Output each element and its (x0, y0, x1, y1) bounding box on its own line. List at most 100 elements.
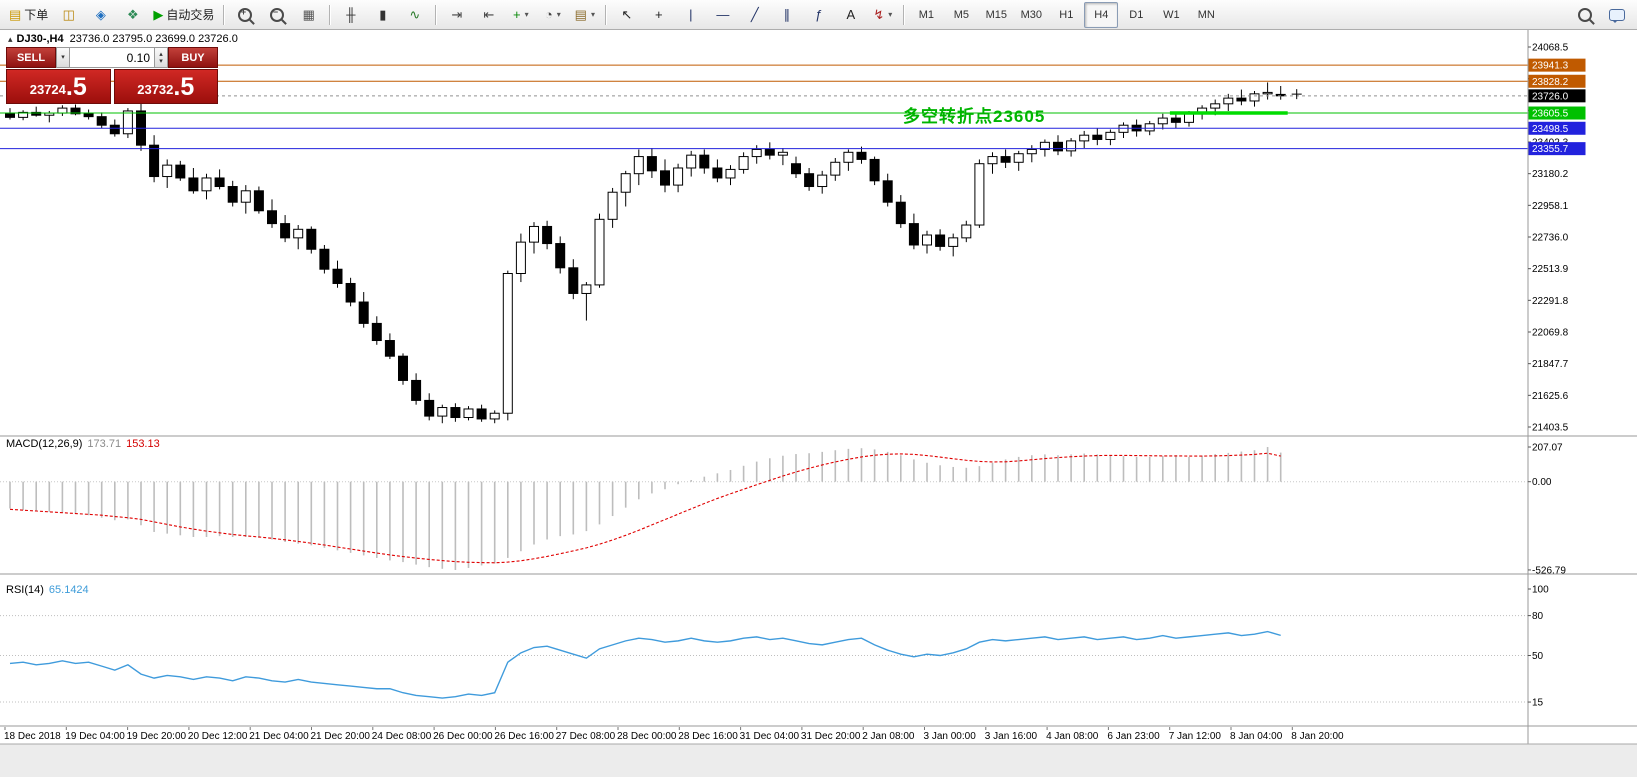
volume-dropdown-button[interactable]: ▾ (56, 47, 70, 68)
horizontal-line-button[interactable]: — (707, 2, 738, 28)
candle (1053, 135, 1063, 156)
community-chat-button[interactable] (1601, 2, 1632, 28)
indicators-button[interactable]: + ▾ (505, 2, 536, 28)
crosshair-button[interactable]: + (643, 2, 674, 28)
price-badge-label: 23941.3 (1532, 61, 1569, 72)
candle-body (463, 408, 474, 419)
time-tick-label: 21 Dec 20:00 (311, 731, 371, 742)
candle (1249, 90, 1260, 107)
market-watch-button[interactable]: ◈ (85, 2, 116, 28)
new-order-button-label: 下单 (24, 8, 49, 22)
candle-body (699, 154, 710, 169)
rsi-line (9, 630, 1281, 699)
line-chart-button[interactable]: ∿ (399, 2, 430, 28)
candle (568, 259, 579, 300)
text-button[interactable]: A (835, 2, 866, 28)
rsi-plot-area[interactable] (0, 574, 1528, 726)
candle-body (1144, 123, 1155, 132)
cursor-button[interactable]: ↖ (611, 2, 642, 28)
candle (791, 156, 801, 178)
macd-histogram (9, 447, 1282, 570)
candle-body (777, 151, 788, 156)
candle-body (1210, 103, 1221, 109)
macd-plot-area[interactable] (0, 436, 1528, 574)
candle-body (673, 167, 684, 186)
timeframe-m15[interactable]: M15 (985, 8, 1008, 21)
candle-body (267, 210, 277, 225)
candle (424, 393, 435, 421)
rsi-axis-label: 50 (1532, 651, 1544, 662)
auto-scroll-button[interactable]: ⇥ (441, 2, 472, 28)
candle (345, 277, 356, 307)
candle (974, 159, 985, 228)
candle (686, 150, 697, 177)
candle-body (1053, 141, 1063, 152)
timeframe-h1[interactable]: H1 (1059, 8, 1074, 21)
candle (935, 229, 946, 251)
templates-button[interactable]: ▤ ▾ (569, 2, 600, 28)
candle-body (371, 322, 382, 342)
volume-decrease-button[interactable]: ▾ (159, 57, 163, 65)
fibonacci-button[interactable]: ƒ (803, 2, 834, 28)
channel-button[interactable]: ∥ (771, 2, 802, 28)
tile-windows-button[interactable]: ▦ (293, 2, 324, 28)
candle-body (594, 218, 605, 286)
autotrading-button[interactable]: ▶ 自动交易 (149, 2, 218, 28)
volume-input[interactable]: 0.10 (70, 47, 154, 68)
timeframe-d1[interactable]: D1 (1129, 8, 1144, 21)
price-badge-label: 23498.5 (1532, 124, 1569, 135)
price-badge (1528, 142, 1586, 156)
chart-plot-area[interactable] (0, 30, 1528, 436)
candle-body (646, 156, 657, 172)
macd-axis-label: 0.00 (1532, 477, 1552, 488)
line-chart-icon: ∿ (409, 7, 421, 22)
candle-body (764, 148, 775, 156)
buy-price-button[interactable]: 23732.5 (113, 69, 218, 104)
vertical-line-button[interactable]: | (675, 2, 706, 28)
timeframe-m1[interactable]: M1 (918, 8, 934, 21)
timeframe-mn[interactable]: MN (1197, 8, 1215, 21)
timeframe-h4[interactable]: H4 (1084, 1, 1119, 28)
oct-collapse-icon[interactable]: ▴ (8, 34, 13, 44)
candle (332, 260, 343, 288)
candle (646, 148, 657, 178)
chart-canvas[interactable]: 24068.523846.423624.323402.323180.222958… (0, 30, 1637, 777)
candle-body (384, 340, 395, 357)
candle (1013, 150, 1024, 171)
chart-shift-button[interactable]: ⇤ (473, 2, 504, 28)
price-tick-label: 24068.5 (1532, 43, 1569, 54)
price-tick-label: 22069.8 (1532, 328, 1569, 339)
timeframe-m30[interactable]: M30 (1020, 8, 1043, 21)
pivot-annotation-text[interactable]: 多空转折点23605 (903, 107, 1046, 126)
chart-window[interactable]: 24068.523846.423624.323402.323180.222958… (0, 30, 1637, 777)
main-price-panel (0, 30, 1528, 436)
candlestick-chart-button[interactable]: ▮ (367, 2, 398, 28)
navigator-button[interactable]: ❖ (117, 2, 148, 28)
macd-axis-label: -526.79 (1532, 565, 1566, 576)
candle (502, 270, 513, 421)
time-tick-label: 21 Dec 04:00 (249, 731, 309, 742)
zoom-in-button[interactable]: + (229, 2, 260, 28)
candle (476, 404, 487, 422)
timeframe-w1[interactable]: W1 (1163, 8, 1180, 21)
search-button[interactable] (1569, 2, 1600, 28)
new-order-button[interactable]: ▤ 下单 (5, 2, 52, 28)
price-badge-label: 23355.7 (1532, 144, 1569, 155)
periods-button[interactable]: ◔ ▾ (537, 2, 568, 28)
sell-price-button[interactable]: 23724.5 (6, 69, 111, 104)
volume-increase-button[interactable]: ▴ (159, 50, 163, 58)
charts-button[interactable]: ◫ (53, 2, 84, 28)
timeframe-m5[interactable]: M5 (953, 8, 969, 21)
sell-button[interactable]: SELL (6, 47, 56, 68)
trendline-button[interactable]: ╱ (739, 2, 770, 28)
candle-body (122, 110, 133, 135)
buy-button[interactable]: BUY (168, 47, 218, 68)
sell-price-main: 23724 (29, 82, 66, 97)
navigator-icon: ❖ (126, 7, 139, 22)
bar-chart-button[interactable]: ╫ (335, 2, 366, 28)
time-tick-label: 6 Jan 23:00 (1107, 731, 1160, 742)
auto-scroll-icon: ⇥ (451, 7, 463, 22)
arrows-button[interactable]: ↯ ▾ (867, 2, 898, 28)
candle (961, 220, 972, 243)
zoom-out-button[interactable]: − (261, 2, 292, 28)
